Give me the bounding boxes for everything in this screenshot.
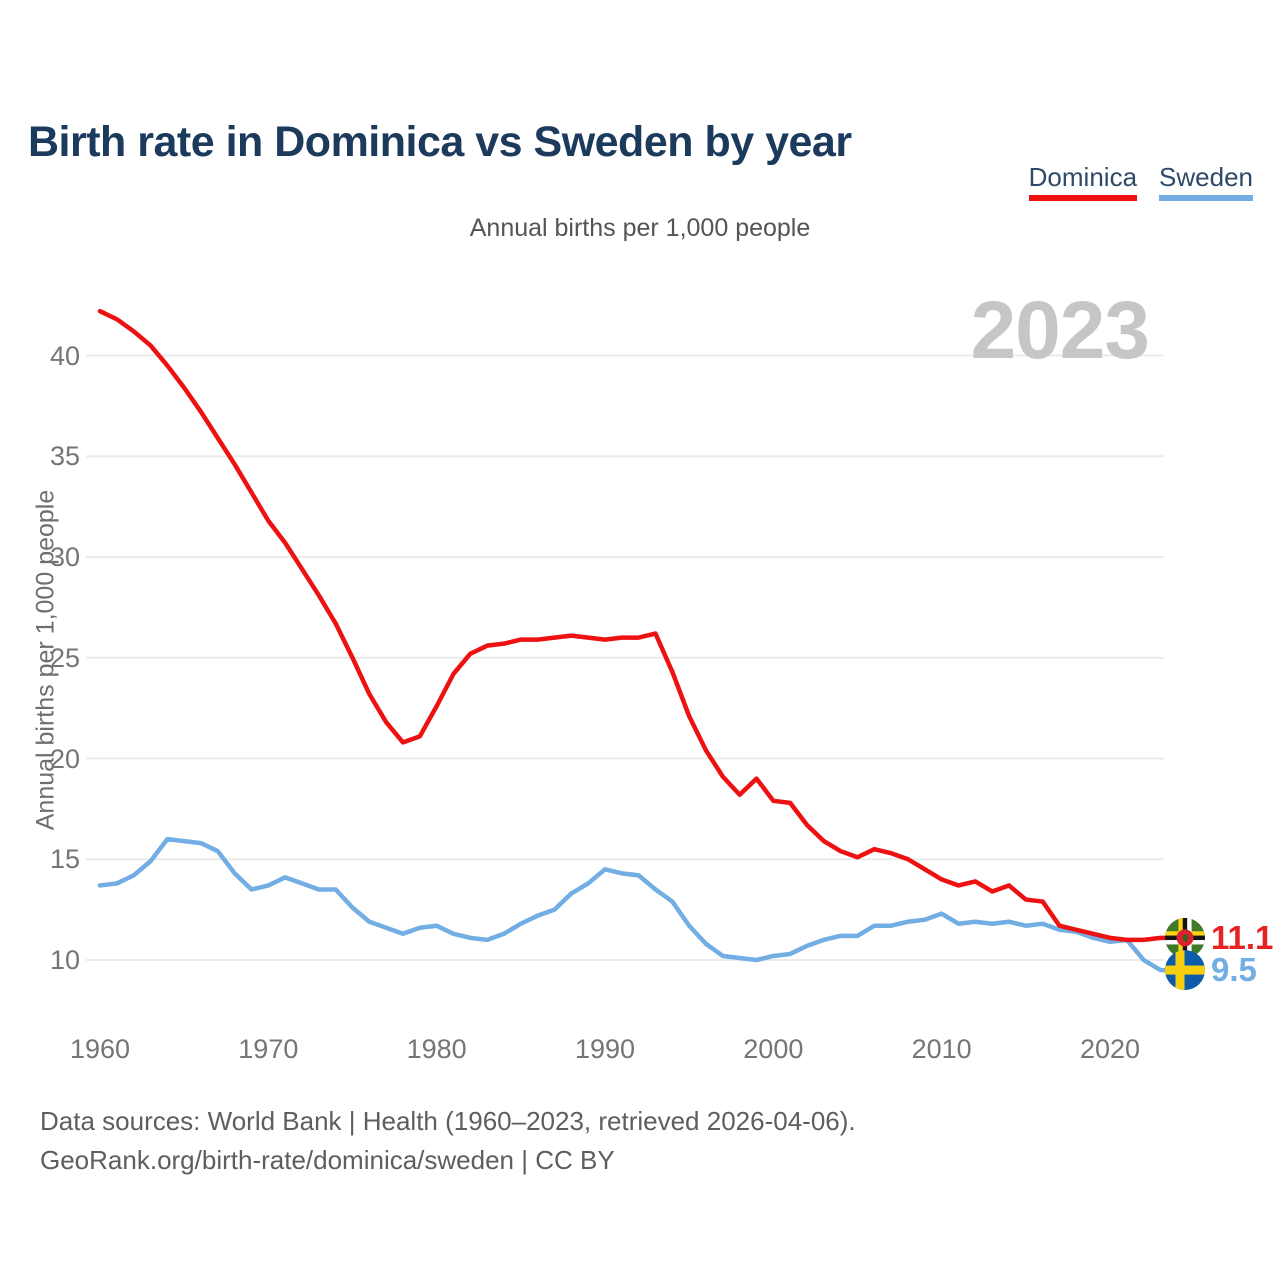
year-watermark: 2023: [970, 285, 1150, 376]
sweden-end-value: 9.5: [1211, 951, 1257, 989]
sweden-line: [97, 836, 1175, 973]
gridlines: [86, 354, 1164, 961]
y-tick-label: 35: [49, 441, 80, 472]
y-tick-label: 15: [49, 844, 80, 875]
x-tick-label: 2010: [911, 1034, 972, 1064]
x-tick-label: 1990: [574, 1034, 636, 1064]
y-tick-label: 20: [49, 743, 80, 774]
x-tick-label: 1970: [238, 1034, 299, 1064]
x-tick-label: 1960: [69, 1034, 131, 1064]
footer-sources: Data sources: World Bank | Health (1960–…: [40, 1106, 856, 1136]
x-tick-label: 1980: [406, 1034, 467, 1064]
x-tick-label: 2020: [1079, 1034, 1141, 1064]
dominica-line: [97, 308, 1175, 943]
y-tick-label: 10: [49, 945, 80, 975]
page-title: Birth rate in Dominica vs Sweden by year: [28, 117, 852, 166]
legend-item-sweden[interactable]: Sweden: [1159, 164, 1253, 201]
series-lines: [97, 308, 1175, 973]
y-tick-label: 25: [49, 642, 80, 673]
footer-attribution: GeoRank.org/birth-rate/dominica/sweden |…: [40, 1145, 615, 1175]
sweden-flag-icon: [1165, 950, 1205, 991]
y-tick-label: 40: [49, 340, 80, 371]
legend: Dominica Sweden: [1028, 164, 1253, 201]
dominica-flag-icon: [1165, 917, 1205, 958]
x-tick-label: 2000: [743, 1034, 804, 1064]
chart-subtitle: Annual births per 1,000 people: [469, 214, 811, 242]
legend-item-dominica[interactable]: Dominica: [1028, 164, 1138, 201]
footer: Data sources: World Bank | Health (1960–…: [40, 1102, 856, 1180]
y-tick-label: 30: [49, 542, 80, 572]
dominica-end-value: 11.1: [1211, 918, 1274, 956]
